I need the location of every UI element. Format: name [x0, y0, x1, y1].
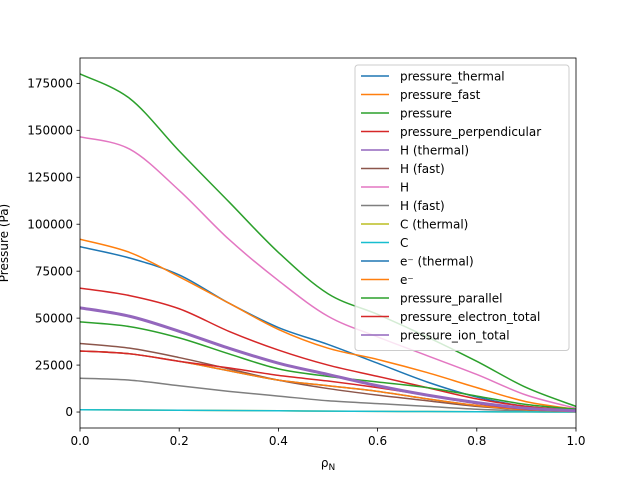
legend-label-3: pressure_perpendicular	[400, 125, 541, 139]
legend-label-13: pressure_electron_total	[400, 310, 540, 324]
legend-box	[354, 64, 570, 351]
series-line-9	[80, 409, 576, 413]
series-line-7	[80, 377, 576, 413]
x-tick-label: 0.6	[368, 434, 387, 448]
y-tick-label: 50000	[35, 311, 73, 325]
y-tick-label: 75000	[35, 264, 73, 278]
series-line-12	[80, 321, 576, 410]
legend-label-0: pressure_thermal	[400, 70, 505, 84]
y-tick-label: 100000	[27, 217, 73, 231]
series-line-2	[80, 73, 576, 408]
legend-label-8: C (thermal)	[400, 218, 468, 232]
y-tick-label: 175000	[27, 77, 73, 91]
legend-label-4: H (thermal)	[400, 144, 469, 158]
x-tick-label: 1.0	[566, 434, 585, 448]
legend-label-11: e⁻	[400, 273, 414, 287]
legend: pressure_thermal pressure_fast pressure pre…	[354, 64, 570, 351]
legend-label-2: pressure	[400, 107, 452, 121]
x-tick-label: 0.0	[70, 434, 89, 448]
x-axis-label: ρN	[321, 456, 335, 473]
y-tick-label: 25000	[35, 358, 73, 372]
x-tick-label: 0.2	[170, 434, 189, 448]
y-tick-label: 150000	[27, 124, 73, 138]
x-tick-label: 0.8	[467, 434, 486, 448]
legend-label-9: C	[400, 236, 408, 250]
legend-label-5: H (fast)	[400, 162, 445, 176]
legend-label-6: H	[400, 181, 409, 195]
x-axis-ticks: 0.0 0.2 0.4 0.6 0.8 1.0	[70, 428, 586, 448]
series-layer	[80, 73, 576, 413]
legend-label-7: H (fast)	[400, 199, 445, 213]
legend-label-10: e⁻ (thermal)	[400, 255, 474, 269]
series-line-3	[80, 287, 576, 411]
y-tick-label: 125000	[27, 170, 73, 184]
series-line-1	[80, 238, 576, 410]
axes-frame	[79, 57, 577, 429]
legend-label-1: pressure_fast	[400, 88, 481, 102]
series-line-14	[80, 306, 576, 413]
y-axis-ticks: 0 25000 50000 75000 100000 125000 150000 175000	[27, 77, 80, 419]
legend-label-14: pressure_ion_total	[400, 329, 510, 343]
series-line-6	[80, 136, 576, 410]
y-axis-label: Pressure (Pa)	[0, 204, 11, 282]
y-tick-label: 0	[65, 405, 73, 419]
legend-label-12: pressure_parallel	[400, 292, 502, 306]
x-tick-label: 0.4	[269, 434, 288, 448]
